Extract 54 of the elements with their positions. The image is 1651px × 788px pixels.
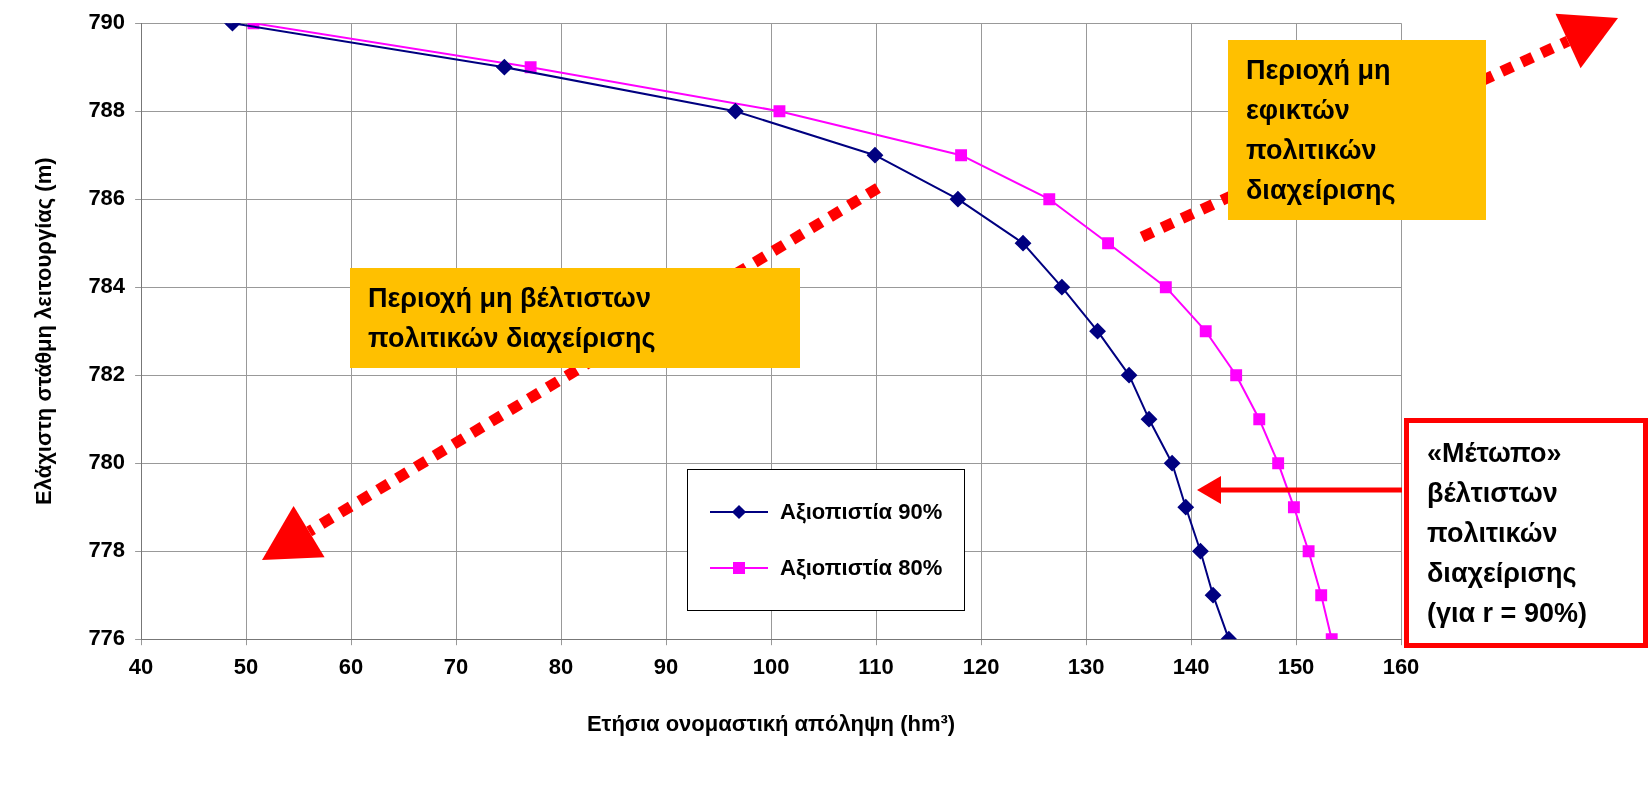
point — [1089, 323, 1106, 340]
point — [496, 59, 513, 76]
legend-label: Αξιοπιστία 90% — [780, 499, 943, 526]
point — [1315, 589, 1328, 602]
point — [955, 149, 968, 162]
y-tick-label: 776 — [88, 625, 126, 651]
point — [773, 105, 786, 118]
legend-label: Αξιοπιστία 80% — [780, 555, 943, 582]
point — [1164, 455, 1181, 472]
y-tick-label: 780 — [88, 449, 126, 475]
point — [949, 191, 966, 208]
point — [1141, 411, 1158, 428]
x-tick-label: 150 — [1277, 654, 1315, 680]
point — [1177, 499, 1194, 516]
x-tick-label: 60 — [338, 654, 364, 680]
y-tick-label: 790 — [88, 9, 126, 35]
x-tick-label: 40 — [128, 654, 154, 680]
point — [1302, 545, 1315, 558]
point — [1015, 235, 1032, 252]
x-tick-label: 70 — [443, 654, 469, 680]
point — [1053, 279, 1070, 296]
y-tick-label: 784 — [88, 273, 126, 299]
point — [1253, 413, 1266, 426]
point — [1102, 237, 1115, 250]
point — [1043, 193, 1056, 206]
point — [1272, 457, 1285, 470]
x-tick-label: 130 — [1067, 654, 1105, 680]
point — [1230, 369, 1243, 382]
x-axis-title: Ετήσια ονομαστική απόληψη (hm³) — [586, 710, 956, 736]
x-tick-label: 120 — [962, 654, 1000, 680]
x-tick-label: 50 — [233, 654, 259, 680]
y-tick-label: 782 — [88, 361, 126, 387]
point — [524, 61, 537, 74]
point — [727, 103, 744, 120]
point — [1159, 281, 1172, 294]
point — [866, 147, 883, 164]
x-tick-label: 100 — [752, 654, 790, 680]
point — [1121, 367, 1138, 384]
point — [1199, 325, 1212, 338]
point — [1287, 501, 1300, 514]
note-box: Περιοχή μη βέλτιστων πολιτικών διαχείρισης — [350, 268, 800, 368]
y-axis-title: Ελάχιστη στάθμη λειτουργίας (m) — [31, 157, 57, 505]
x-tick-label: 160 — [1382, 654, 1420, 680]
x-tick-label: 90 — [653, 654, 679, 680]
note-box: «Μέτωπο» βέλτιστων πολιτικών διαχείρισης (για r = 90%) — [1404, 418, 1648, 648]
point — [1192, 543, 1209, 560]
y-tick-label: 778 — [88, 537, 126, 563]
y-tick-label: 788 — [88, 97, 126, 123]
note-box: Περιοχή μη εφικτών πολιτικών διαχείρισης — [1228, 40, 1486, 220]
x-tick-label: 80 — [548, 654, 574, 680]
x-tick-label: 140 — [1172, 654, 1210, 680]
y-tick-label: 786 — [88, 185, 126, 211]
x-tick-label: 110 — [858, 654, 894, 680]
point — [1205, 587, 1222, 604]
